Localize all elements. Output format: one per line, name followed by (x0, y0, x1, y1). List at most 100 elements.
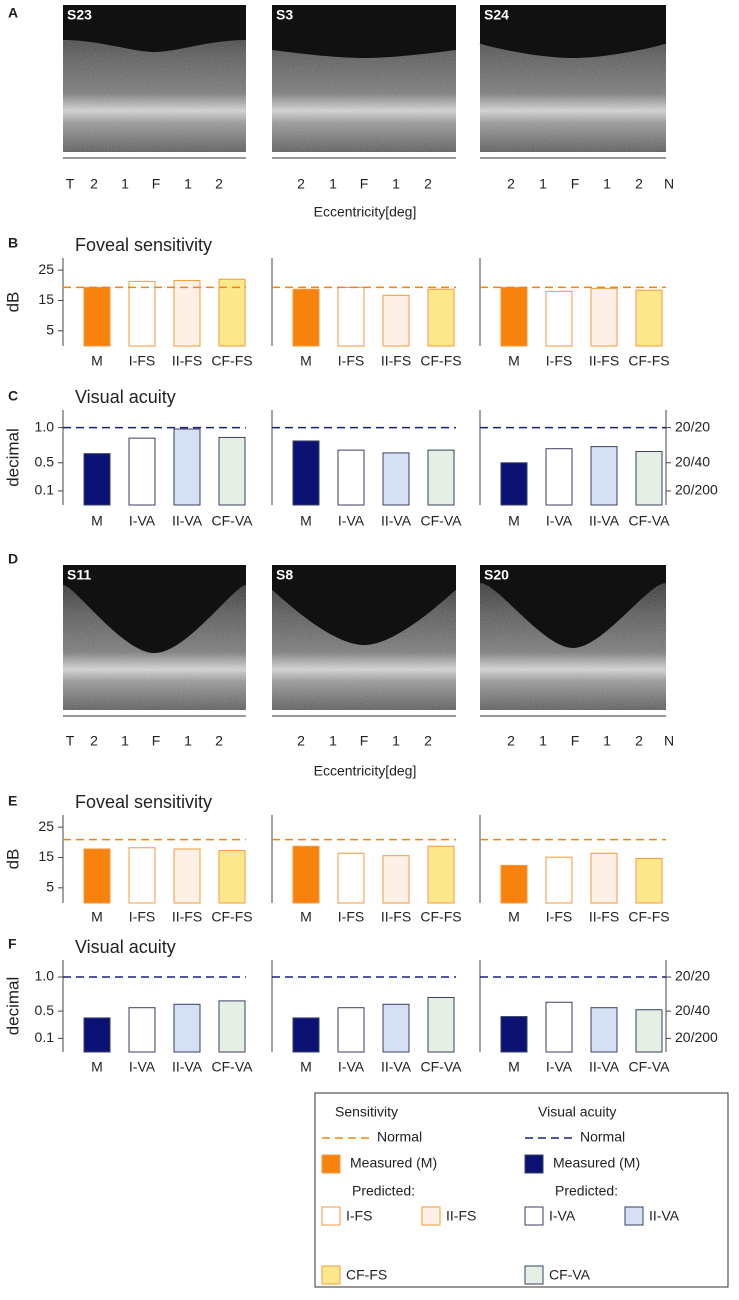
bar (173, 279, 201, 347)
bar (500, 1016, 528, 1053)
eccentricity-tick-label: T (66, 733, 75, 749)
x-tick-label: I-FS (338, 909, 364, 925)
bar (128, 847, 156, 904)
eccentricity-tick-label: 1 (329, 733, 337, 749)
x-tick-label: CF-FS (628, 353, 669, 369)
y-tick-label: 15 (38, 848, 54, 864)
x-tick-label: II-VA (172, 1059, 203, 1075)
eccentricity-tick-label: 2 (635, 176, 643, 192)
x-tick-label: II-FS (172, 353, 202, 369)
x-tick-label: CF-FS (211, 909, 252, 925)
legend-swatch (321, 1154, 341, 1174)
bar (292, 288, 320, 347)
y-axis-label: decimal (3, 428, 22, 487)
bar (545, 448, 573, 506)
eccentricity-tick-label: 2 (507, 733, 515, 749)
legend-swatch (321, 1265, 341, 1285)
legend-label: II-FS (446, 1208, 476, 1224)
bar (500, 462, 528, 506)
legend-swatch (321, 1206, 341, 1226)
eccentricity-tick-label: 2 (424, 176, 432, 192)
eccentricity-tick-label: 1 (603, 176, 611, 192)
legend-swatch (524, 1265, 544, 1285)
legend-title: Sensitivity (335, 1104, 398, 1120)
x-tick-label: CF-VA (629, 513, 671, 529)
y-tick-label: 0.1 (35, 1029, 55, 1045)
y-tick-label: 5 (46, 322, 54, 338)
bar (382, 294, 410, 347)
subject-label: S23 (67, 7, 92, 23)
x-tick-label: CF-VA (629, 1059, 671, 1075)
bar (218, 850, 246, 904)
x-tick-label: M (300, 513, 312, 529)
bar (545, 290, 573, 347)
legend-swatch (524, 1206, 544, 1226)
subject-label: S20 (484, 567, 509, 583)
legend-label: I-VA (549, 1208, 576, 1224)
x-tick-label: CF-FS (420, 909, 461, 925)
bar (173, 428, 201, 506)
eccentricity-tick-label: 1 (392, 733, 400, 749)
x-tick-label: CF-VA (421, 1059, 463, 1075)
x-tick-label: II-FS (172, 909, 202, 925)
y-axis-label: dB (3, 292, 22, 313)
chart-title: Foveal sensitivity (75, 792, 212, 812)
eccentricity-tick-label: F (571, 176, 580, 192)
x-tick-label: M (508, 353, 520, 369)
legend-label: Predicted: (555, 1183, 618, 1199)
y2-tick-label: 20/40 (675, 1002, 710, 1018)
x-tick-label: M (300, 1059, 312, 1075)
oct-vitreous (480, 565, 666, 648)
bar (590, 1007, 618, 1053)
bar (427, 449, 455, 506)
x-tick-label: I-FS (546, 353, 572, 369)
x-tick-label: M (300, 909, 312, 925)
y-tick-label: 5 (46, 879, 54, 895)
oct-vitreous (63, 5, 246, 52)
x-tick-label: I-FS (338, 353, 364, 369)
x-tick-label: II-VA (381, 513, 412, 529)
chart-title: Visual acuity (75, 937, 176, 957)
eccentricity-tick-label: F (360, 733, 369, 749)
bar (337, 286, 365, 347)
bar (427, 288, 455, 347)
eccentricity-tick-label: 2 (90, 176, 98, 192)
x-tick-label: M (508, 909, 520, 925)
eccentricity-tick-label: N (664, 176, 674, 192)
eccentricity-tick-label: 2 (215, 733, 223, 749)
eccentricity-tick-label: 1 (121, 176, 129, 192)
eccentricity-tick-label: F (360, 176, 369, 192)
bar (545, 856, 573, 904)
eccentricity-label: Eccentricity[deg] (314, 204, 417, 220)
y-tick-label: 0.5 (35, 453, 55, 469)
bar (382, 452, 410, 506)
bar (218, 1000, 246, 1053)
bar (545, 1001, 573, 1053)
bar (635, 857, 663, 904)
eccentricity-tick-label: T (66, 176, 75, 192)
panel-label: D (8, 551, 18, 567)
subject-label: S24 (484, 7, 509, 23)
y-axis-label: dB (3, 849, 22, 870)
legend-label: Normal (377, 1129, 422, 1145)
x-tick-label: M (300, 353, 312, 369)
chart-title: Foveal sensitivity (75, 235, 212, 255)
eccentricity-tick-label: 1 (184, 176, 192, 192)
eccentricity-tick-label: 2 (507, 176, 515, 192)
bar (128, 280, 156, 347)
x-tick-label: M (508, 1059, 520, 1075)
eccentricity-label: Eccentricity[deg] (314, 763, 417, 779)
bar (590, 287, 618, 347)
bar (337, 852, 365, 904)
panel-label: B (8, 235, 18, 251)
x-tick-label: M (91, 1059, 103, 1075)
bar (128, 437, 156, 506)
bar (382, 855, 410, 904)
x-tick-label: II-VA (589, 1059, 620, 1075)
bar (635, 289, 663, 347)
x-tick-label: I-VA (129, 513, 156, 529)
eccentricity-tick-label: 2 (90, 733, 98, 749)
subject-label: S3 (276, 7, 293, 23)
subject-label: S8 (276, 567, 293, 583)
